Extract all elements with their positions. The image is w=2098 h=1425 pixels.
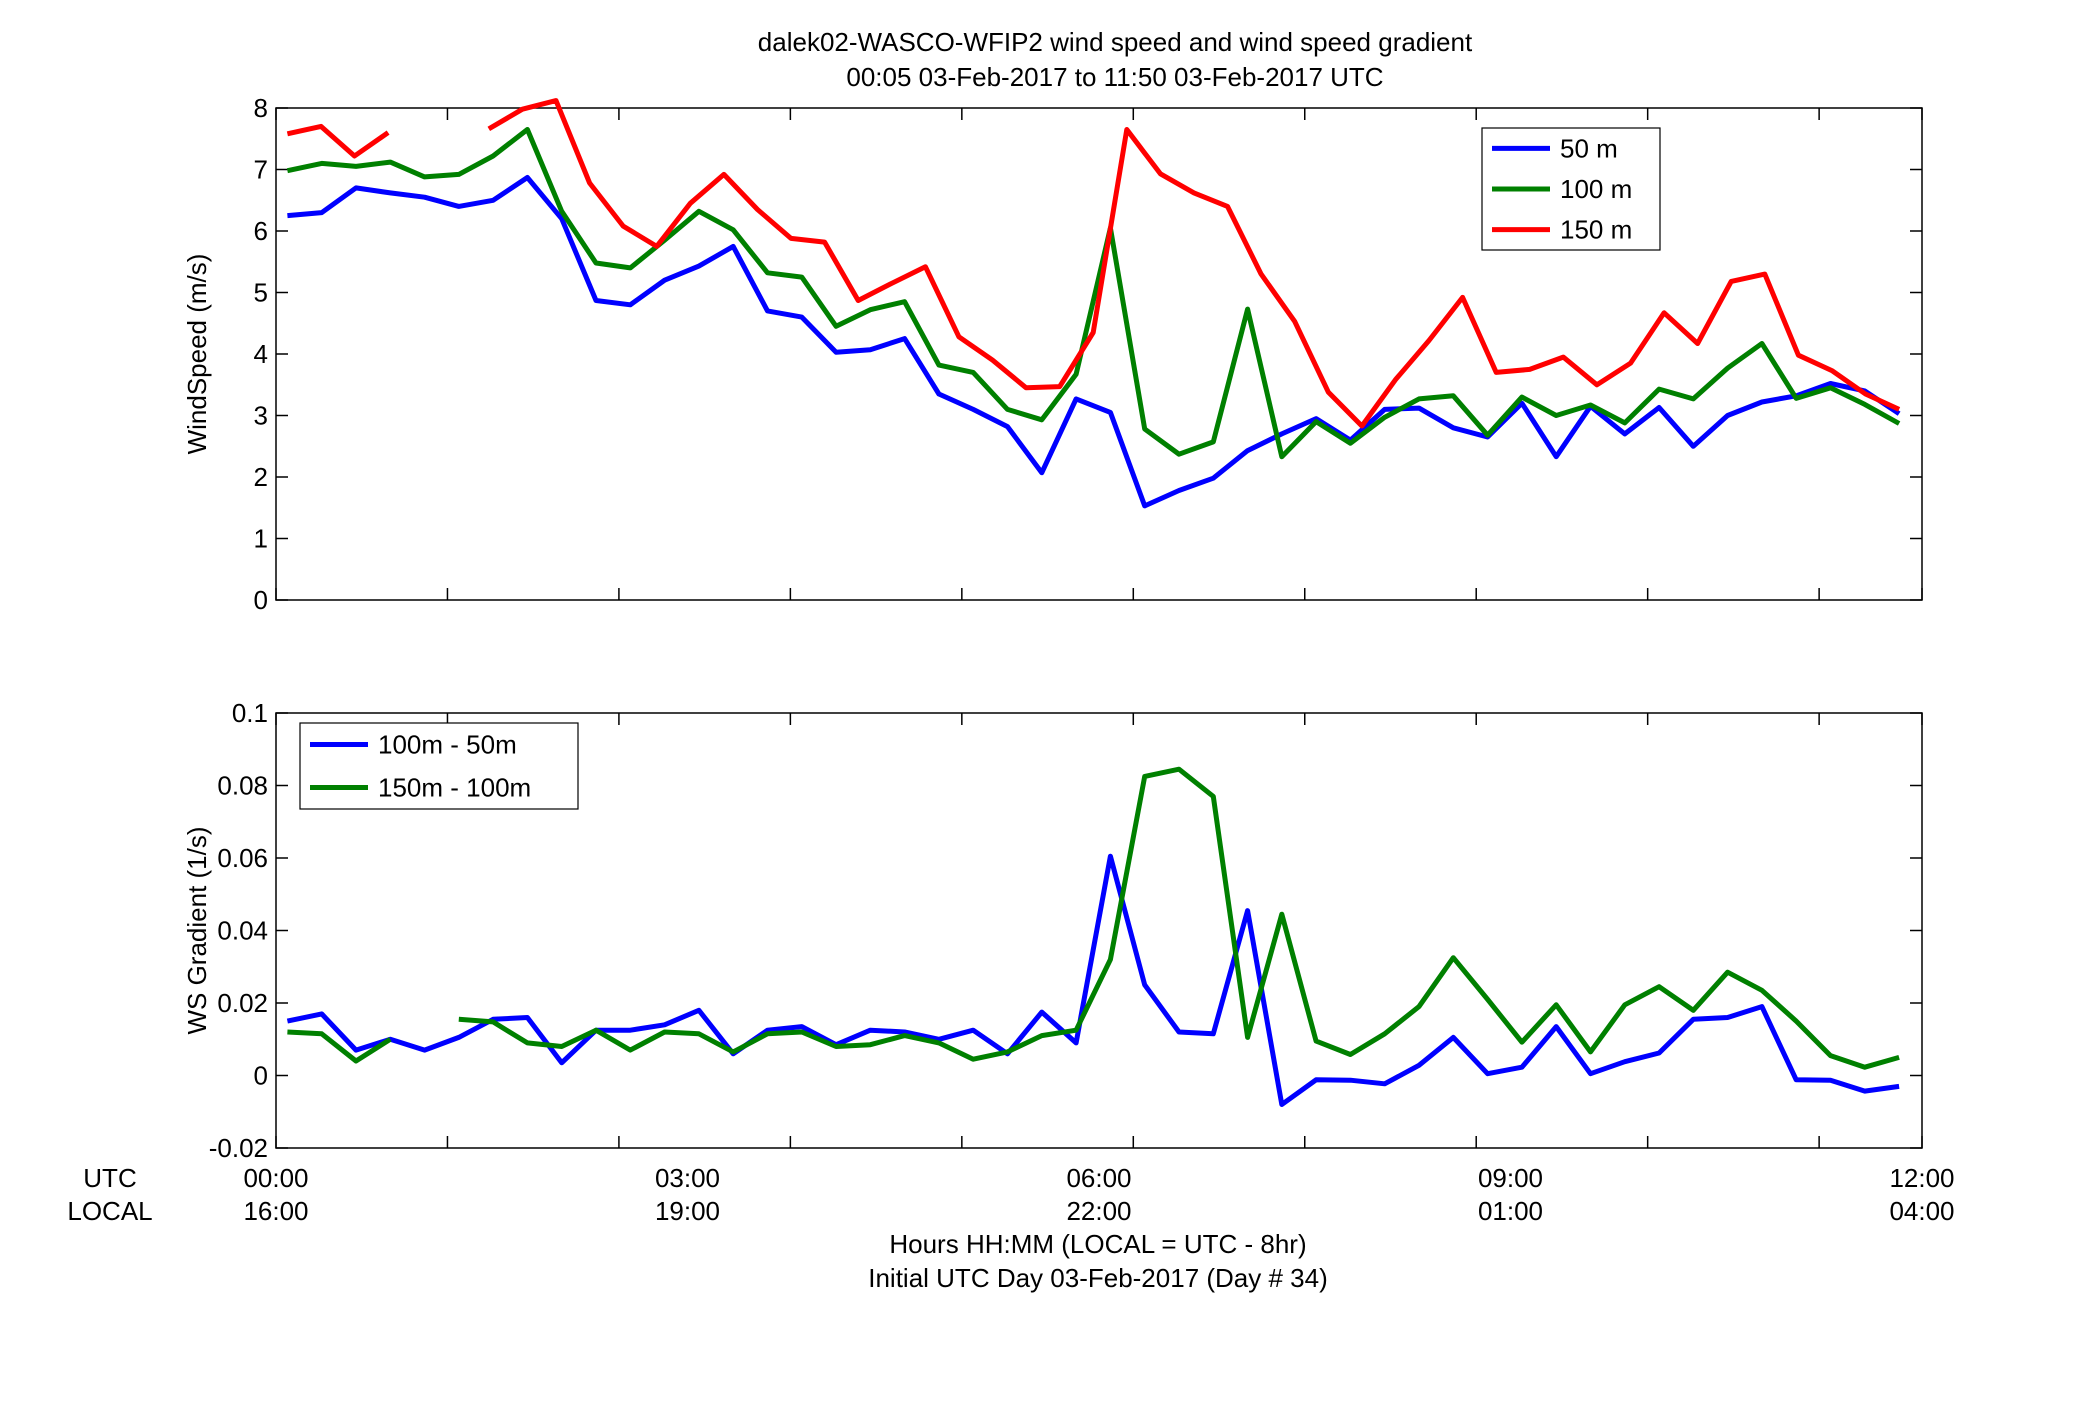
y-tick-label: 8 (254, 93, 268, 123)
series-line-100m-50m (286, 853, 1900, 1107)
x-tick-label-utc: 12:00 (1889, 1163, 1954, 1193)
x-axis-utc-caption: UTC (83, 1163, 136, 1193)
y-tick-label: 5 (254, 278, 268, 308)
series-line-150m-100m (287, 1029, 392, 1064)
series-line-100m (286, 127, 1901, 460)
y-tick-label: 0.04 (217, 916, 268, 946)
title-line-1: dalek02-WASCO-WFIP2 wind speed and wind … (758, 27, 1473, 57)
y-tick-label: 0 (254, 585, 268, 615)
y-tick-label: 6 (254, 216, 268, 246)
y-tick-label: 0.06 (217, 843, 268, 873)
y-tick-label: -0.02 (209, 1133, 268, 1163)
x-tick-label-local: 19:00 (655, 1196, 720, 1226)
y-axis-label: WS Gradient (1/s) (182, 826, 212, 1034)
x-tick-label-utc: 03:00 (655, 1163, 720, 1193)
y-axis-label: WindSpeed (m/s) (182, 254, 212, 455)
x-tick-label-local: 22:00 (1066, 1196, 1131, 1226)
y-tick-label: 4 (254, 339, 268, 369)
legend-label: 100 m (1560, 174, 1632, 204)
y-tick-label: 3 (254, 401, 268, 431)
x-tick-label-local: 16:00 (243, 1196, 308, 1226)
wind-speed-panel: 0 1 2 3 4 5 6 7 8 WindSpeed (m/s) 50 m 100 m 150 m (182, 93, 1923, 615)
x-axis-local-caption: LOCAL (67, 1196, 152, 1226)
legend-box (299, 722, 579, 810)
x-axis-label-line-2: Initial UTC Day 03-Feb-2017 (Day # 34) (868, 1263, 1328, 1293)
series-line-50m (287, 175, 1901, 509)
y-tick-label: 0.08 (217, 771, 268, 801)
y-tick-label: 0 (254, 1061, 268, 1091)
legend-label: 150 m (1560, 215, 1632, 245)
wind-gradient-panel: -0.02 0 0.02 0.04 0.06 0.08 0.1 WS Gradient (1/… (182, 698, 1955, 1226)
y-tick-label: 1 (254, 524, 268, 554)
legend-label: 50 m (1560, 133, 1618, 163)
x-axis-label-line-1: Hours HH:MM (LOCAL = UTC - 8hr) (889, 1229, 1306, 1259)
y-tick-label: 2 (254, 462, 268, 492)
x-tick-label-local: 04:00 (1889, 1196, 1954, 1226)
legend-label: 150m - 100m (378, 773, 531, 803)
title-line-2: 00:05 03-Feb-2017 to 11:50 03-Feb-2017 U… (846, 62, 1383, 92)
y-tick-label: 0.02 (217, 988, 268, 1018)
series-line-150m (286, 123, 390, 159)
x-tick-label-utc: 09:00 (1478, 1163, 1543, 1193)
series-line-150m (487, 98, 1901, 429)
series-line-150m-100m (458, 766, 1900, 1070)
x-tick-label-utc: 00:00 (243, 1163, 308, 1193)
y-tick-label: 7 (254, 155, 268, 185)
legend-label: 100m - 50m (378, 730, 517, 760)
x-tick-label-utc: 06:00 (1066, 1163, 1131, 1193)
y-tick-label: 0.1 (232, 698, 268, 728)
x-tick-label-local: 01:00 (1478, 1196, 1543, 1226)
